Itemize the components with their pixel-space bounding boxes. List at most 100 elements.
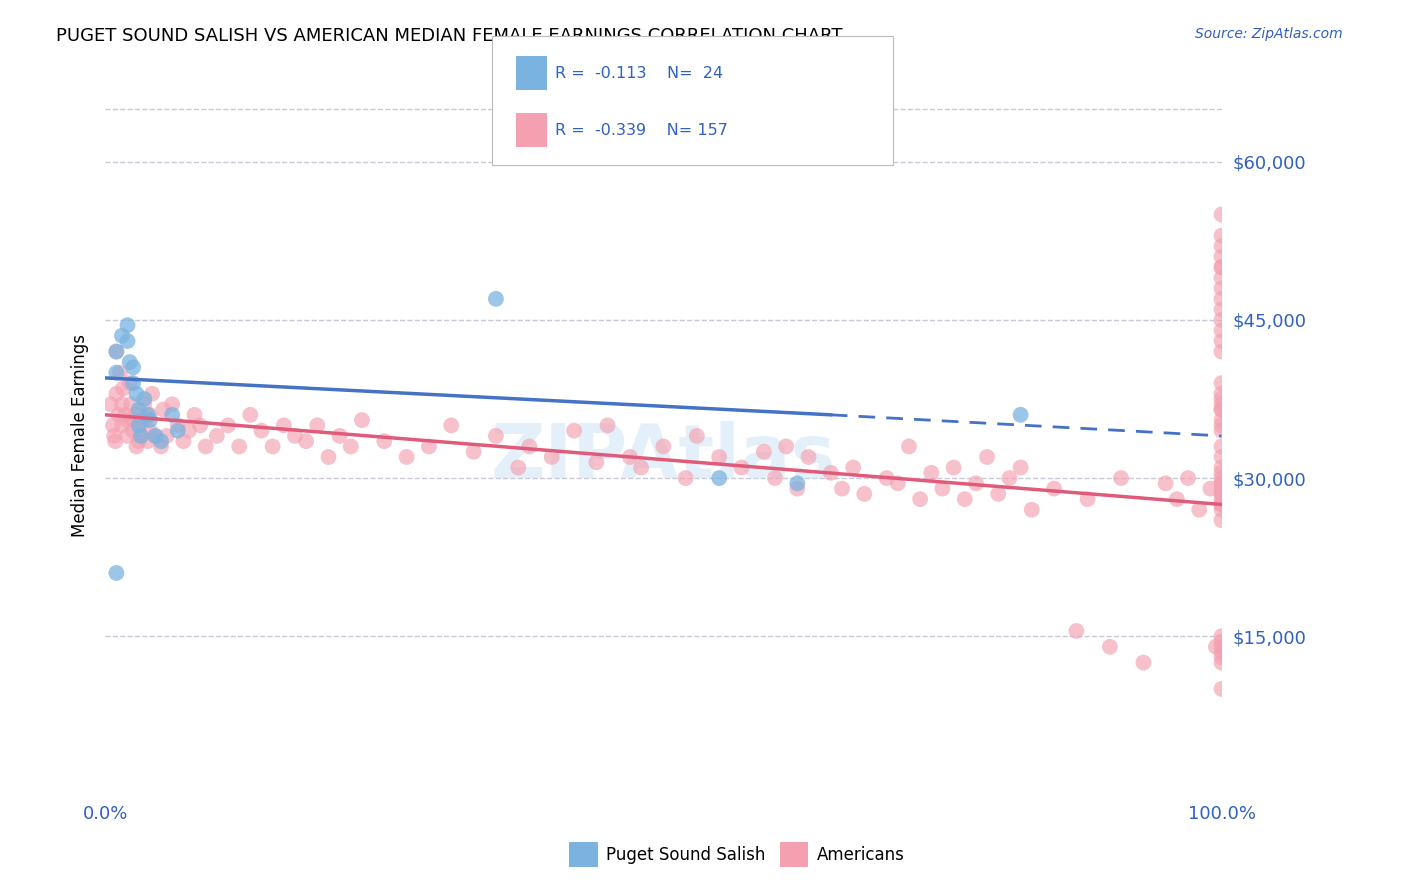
Point [105, 386, 128, 401]
Point [1188, 502, 1211, 516]
Point [145, 429, 167, 443]
Point [652, 440, 675, 454]
Point [136, 408, 159, 422]
Point [1098, 640, 1121, 654]
Point [1211, 402, 1233, 417]
Point [295, 434, 318, 449]
Point [114, 408, 136, 422]
Point [485, 429, 508, 443]
Point [134, 413, 156, 427]
Point [1211, 207, 1233, 221]
Point [887, 476, 910, 491]
Point [1010, 460, 1032, 475]
Point [1211, 681, 1233, 696]
Point [1211, 386, 1233, 401]
Point [752, 444, 775, 458]
Point [675, 471, 697, 485]
Point [152, 402, 174, 417]
Point [1066, 624, 1088, 638]
Point [1211, 502, 1233, 516]
Point [318, 450, 340, 464]
Point [942, 460, 965, 475]
Point [1211, 228, 1233, 243]
Point [1205, 640, 1227, 654]
Point [709, 450, 731, 464]
Point [1211, 334, 1233, 348]
Point [262, 440, 284, 454]
Point [1211, 645, 1233, 659]
Point [1211, 402, 1233, 417]
Point [155, 429, 177, 443]
Point [350, 413, 373, 427]
Point [194, 440, 217, 454]
Point [129, 429, 152, 443]
Point [217, 418, 239, 433]
Point [1211, 487, 1233, 501]
Point [129, 429, 152, 443]
Point [540, 450, 562, 464]
Point [172, 434, 194, 449]
Point [150, 440, 173, 454]
Point [134, 397, 156, 411]
Point [775, 440, 797, 454]
Point [117, 318, 139, 333]
Point [1211, 392, 1233, 406]
Point [205, 429, 228, 443]
Point [1211, 513, 1233, 527]
Point [1211, 344, 1233, 359]
Point [1199, 482, 1222, 496]
Point [1211, 498, 1233, 512]
Point [953, 492, 976, 507]
Point [797, 450, 820, 464]
Point [1211, 476, 1233, 491]
Point [112, 381, 135, 395]
Point [976, 450, 998, 464]
Point [118, 376, 141, 391]
Point [1211, 440, 1233, 454]
Point [139, 413, 162, 427]
Point [136, 434, 159, 449]
Text: ZIPAtlas: ZIPAtlas [491, 421, 837, 494]
Point [585, 455, 607, 469]
Point [786, 482, 808, 496]
Point [111, 418, 134, 433]
Y-axis label: Median Female Earnings: Median Female Earnings [72, 334, 89, 537]
Point [1211, 498, 1233, 512]
Point [239, 408, 262, 422]
Point [1211, 424, 1233, 438]
Point [1211, 466, 1233, 480]
Point [111, 328, 134, 343]
Point [273, 418, 295, 433]
Point [786, 476, 808, 491]
Point [166, 418, 188, 433]
Point [105, 344, 128, 359]
Point [103, 429, 125, 443]
Point [118, 355, 141, 369]
Point [987, 487, 1010, 501]
Point [141, 386, 163, 401]
Point [145, 429, 167, 443]
Point [1211, 281, 1233, 295]
Text: PUGET SOUND SALISH VS AMERICAN MEDIAN FEMALE EARNINGS CORRELATION CHART: PUGET SOUND SALISH VS AMERICAN MEDIAN FE… [56, 27, 842, 45]
Point [1211, 476, 1233, 491]
Point [188, 418, 211, 433]
Point [440, 418, 463, 433]
Point [122, 376, 145, 391]
Point [122, 424, 145, 438]
Point [596, 418, 619, 433]
Point [329, 429, 352, 443]
Point [418, 440, 440, 454]
Point [1211, 260, 1233, 275]
Point [373, 434, 395, 449]
Point [730, 460, 752, 475]
Point [1211, 634, 1233, 648]
Point [965, 476, 987, 491]
Point [831, 482, 853, 496]
Point [1211, 650, 1233, 665]
Point [1211, 460, 1233, 475]
Point [128, 418, 150, 433]
Point [1166, 492, 1188, 507]
Point [307, 418, 329, 433]
Point [1211, 397, 1233, 411]
Point [1177, 471, 1199, 485]
